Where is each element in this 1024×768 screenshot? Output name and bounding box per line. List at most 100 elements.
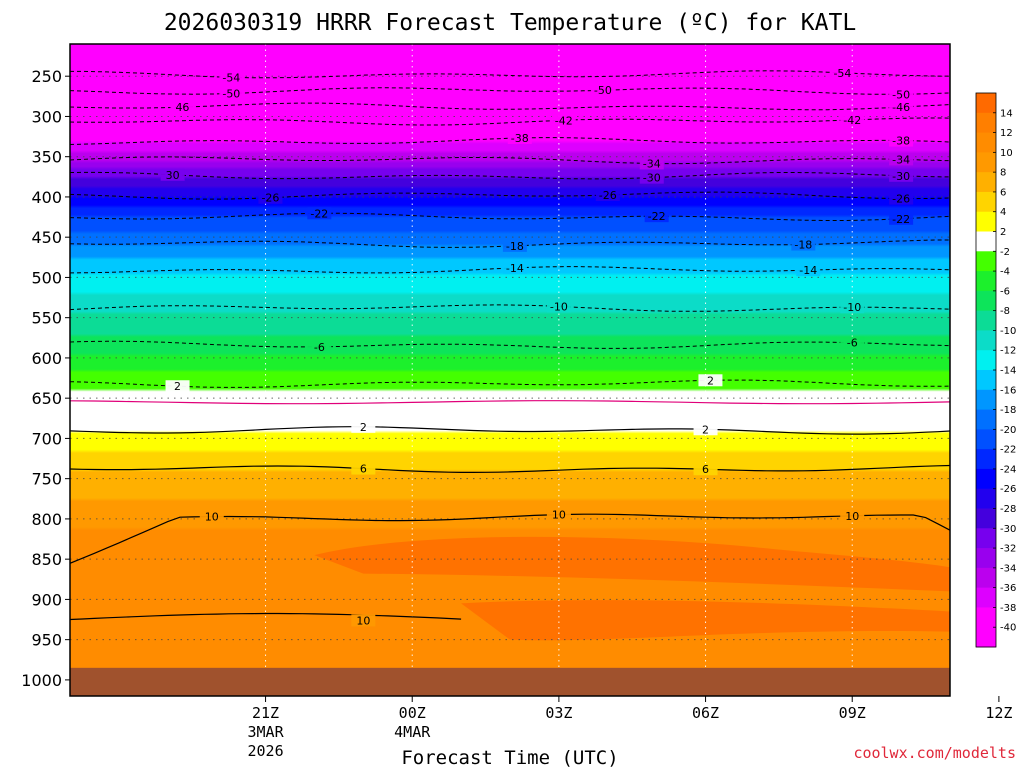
contour-label: -10 [550, 300, 568, 313]
colorbar-tick-label: 4 [1000, 207, 1006, 218]
colorbar-swatch [976, 112, 996, 134]
temperature-field [70, 44, 950, 696]
contour-label: 2 [174, 380, 181, 393]
contour-label: -6 [847, 337, 858, 350]
colorbar-swatch [976, 567, 996, 589]
colorbar-tick-label: -22 [1000, 445, 1016, 456]
contour-label-bg [351, 462, 376, 475]
x-axis-label: Forecast Time (UTC) [401, 747, 618, 768]
x-tick-year: 2026 [247, 742, 283, 760]
colorbar-swatch [976, 93, 996, 114]
contour-label-bg [796, 264, 821, 277]
contour-label-bg [639, 157, 664, 170]
colorbar-tick-label: -10 [1000, 326, 1016, 337]
contour-label: 10 [552, 509, 566, 522]
contour-label-bg [840, 113, 865, 126]
y-tick-label: 800 [31, 510, 62, 529]
chart-title: 2026030319 HRRR Forecast Temperature (ºC… [164, 10, 856, 36]
contour-label-bg [840, 336, 865, 349]
contour-label: -54 [222, 71, 240, 84]
colorbar-swatch [976, 508, 996, 529]
contour-label-bg [889, 134, 914, 147]
credit-link[interactable]: coolwx.com/modelts [853, 744, 1016, 762]
contour-label-bg [791, 238, 816, 251]
colorbar-tick-label: -16 [1000, 385, 1016, 396]
colorbar-swatch [976, 290, 996, 312]
colorbar-swatch [976, 409, 996, 430]
colorbar-swatch [976, 231, 996, 252]
contour-label: 2 [702, 423, 709, 436]
contour-label: -42 [843, 114, 861, 127]
colorbar-tick-label: -20 [1000, 425, 1016, 436]
contour-label-bg [219, 87, 244, 100]
contour-label-bg [502, 239, 527, 252]
colorbar-tick-label: -8 [1000, 306, 1010, 317]
y-tick-label: 850 [31, 550, 62, 569]
colorbar-swatch [976, 548, 996, 569]
contour-label-bg [889, 153, 914, 166]
contour-label-bg [507, 131, 532, 144]
contour-label-bg [307, 340, 332, 353]
contour-label: -22 [310, 207, 328, 220]
colorbar-swatch [976, 271, 996, 292]
contour-label-bg [840, 301, 865, 314]
contour-label: 2 [707, 374, 714, 387]
contour-label-bg [840, 509, 865, 522]
contour-label: -50 [892, 88, 910, 101]
contour-10 [70, 612, 462, 621]
colorbar-tick-label: -32 [1000, 544, 1016, 555]
contour-lines: -54 -54 -50 -50 -50 46 -46 -42 -42 -38 -38 -34 -34 30… [70, 66, 950, 627]
colorbar-tick-label: -6 [1000, 286, 1010, 297]
contour-6 [70, 464, 950, 473]
freezing-line [70, 400, 950, 405]
contour-label-bg [546, 508, 571, 521]
y-tick-label: 300 [31, 107, 62, 126]
contour-label: -50 [222, 87, 240, 100]
contour-label-bg [307, 207, 332, 220]
y-tick-label: 550 [31, 309, 62, 328]
warm-pocket [314, 536, 950, 592]
contour-label: 10 [845, 510, 859, 523]
contour-label: -26 [599, 189, 617, 202]
contour-label-bg [889, 212, 914, 225]
contour-label: -26 [261, 192, 279, 205]
y-tick-label: 500 [31, 268, 62, 287]
colorbar-swatch [976, 191, 996, 213]
contour-label: -38 [511, 132, 529, 145]
y-tick-label: 350 [31, 148, 62, 167]
contour-label: -14 [799, 264, 817, 277]
x-tick-label: 00Z [399, 704, 426, 722]
contour-label: 10 [356, 614, 370, 627]
x-tick-date: 3MAR [247, 723, 284, 741]
colorbar-tick-label: -36 [1000, 583, 1016, 594]
colorbar-tick-label: -12 [1000, 346, 1016, 357]
plot-frame [69, 43, 951, 697]
contour-label: -26 [892, 193, 910, 206]
y-tick-label: 450 [31, 228, 62, 247]
colorbar-tick-label: -38 [1000, 603, 1016, 614]
contour-label: -30 [643, 172, 661, 185]
y-tick-label: 600 [31, 349, 62, 368]
colorbar-tick-label: 12 [1000, 128, 1013, 139]
colorbar-swatch [976, 211, 996, 232]
contour-label: 6 [360, 463, 367, 476]
contour-label: 10 [205, 511, 219, 524]
plot-area: -54 -54 -50 -50 -50 46 -46 -42 -42 -38 -38 -34 -34 30… [70, 44, 950, 696]
colorbar-tick-label: 8 [1000, 168, 1006, 179]
y-tick-label: 650 [31, 389, 62, 408]
colorbar-tick-label: -24 [1000, 464, 1016, 475]
contour-label: 6 [702, 463, 709, 476]
contour-label: -34 [643, 157, 661, 170]
contour-label: -46 [892, 101, 910, 114]
contour-label-bg [595, 188, 620, 201]
contour-label: -42 [555, 114, 573, 127]
y-tick-label: 750 [31, 470, 62, 489]
contour-label-bg [889, 88, 914, 101]
ground-layer [70, 667, 950, 696]
contour-label-bg [889, 101, 914, 114]
contour-label-bg [502, 261, 527, 274]
warm-pocket-lower [461, 600, 950, 641]
colorbar-swatch [976, 152, 996, 173]
